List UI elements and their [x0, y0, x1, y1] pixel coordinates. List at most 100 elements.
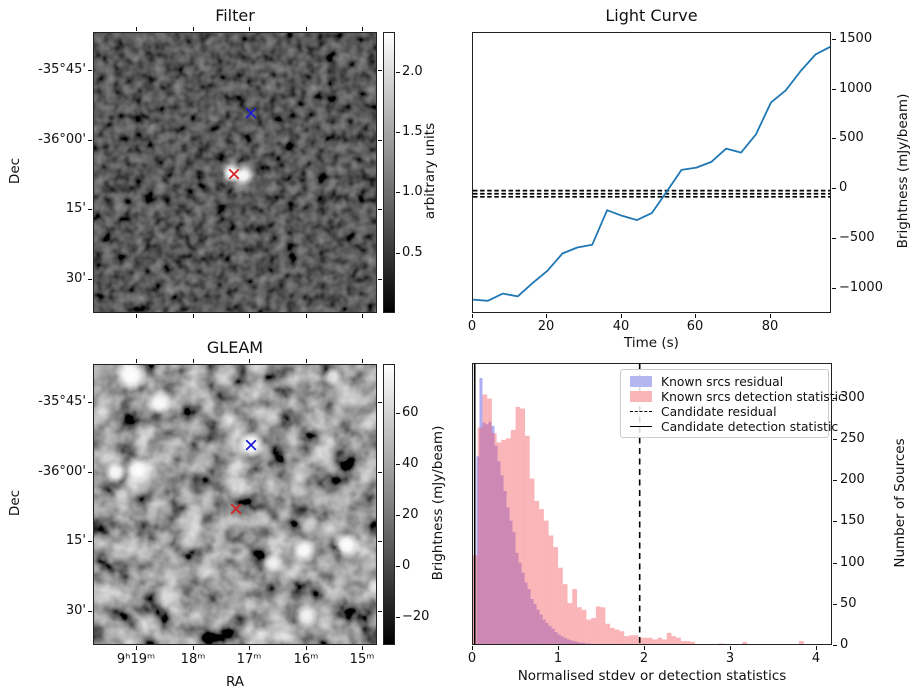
ra-tick [193, 27, 194, 31]
dec-tick [88, 472, 92, 473]
dec-tick-label: 30' [65, 271, 86, 286]
histogram-y-tick-label: 200 [840, 472, 865, 487]
light-curve-y-tick [832, 188, 836, 189]
colorbar-tick [396, 464, 400, 465]
sky-source-blob [146, 390, 172, 416]
ra-tick [249, 27, 250, 31]
ra-tick [249, 359, 250, 363]
dec-tick-label: 30' [65, 603, 86, 618]
legend-item-label: Candidate detection statistic [661, 419, 839, 434]
dec-tick-label: -35°45' [38, 394, 86, 409]
dec-tick [88, 279, 92, 280]
histogram-x-axis-label: Normalised stdev or detection statistics [517, 668, 787, 684]
sky-source-blob [289, 482, 308, 501]
dec-tick-label: 15' [65, 201, 86, 216]
gleam-colorbar [383, 364, 395, 645]
legend: Known srcs residual Known srcs detection … [620, 369, 845, 438]
histogram-y-tick-label: 100 [840, 555, 865, 570]
light-curve-x-tick [695, 314, 696, 318]
light-curve-x-tick [546, 314, 547, 318]
colorbar-tick [396, 132, 400, 133]
colorbar-tick-label: 2.0 [402, 64, 423, 79]
marker-layer [230, 439, 257, 515]
marker-layer [228, 107, 257, 180]
ra-tick [306, 646, 307, 650]
dec-tick [378, 611, 382, 612]
ra-tick [362, 314, 363, 318]
sky-source-blob [104, 460, 128, 484]
histogram-x-tick [816, 646, 817, 650]
light-curve-y-tick-label: 500 [839, 130, 864, 145]
ra-tick [362, 359, 363, 363]
colorbar-tick [396, 192, 400, 193]
gleam-image-panel [93, 364, 377, 645]
histogram-y-tick-label: 50 [840, 596, 857, 611]
dec-tick [378, 402, 382, 403]
ra-tick-label: 16ᵐ [293, 652, 319, 667]
gleam-dec-axis-label: Dec [7, 489, 23, 517]
dec-tick [378, 209, 382, 210]
colorbar-tick-label: 40 [402, 456, 419, 471]
sky-source-blob [241, 594, 261, 614]
known-source-marker [245, 107, 257, 119]
light-curve-y-tick-label: 1000 [839, 81, 873, 96]
ra-tick [136, 314, 137, 318]
colorbar-tick [396, 72, 400, 73]
colorbar-tick [396, 566, 400, 567]
filter-image-panel [93, 32, 377, 313]
histogram-y-tick [833, 480, 837, 481]
dec-tick-label: 15' [65, 533, 86, 548]
histogram-x-tick-label: 1 [553, 651, 563, 666]
light-curve-x-tick-label: 0 [467, 319, 477, 334]
histogram-y-axis-label: Number of Sources [892, 438, 908, 568]
ra-tick [249, 646, 250, 650]
histogram-x-tick [558, 646, 559, 650]
dec-tick-label: -35°45' [38, 62, 86, 77]
legend-item-label: Candidate residual [661, 404, 777, 419]
light-curve-panel [472, 32, 831, 313]
legend-item: Known srcs detection statistic [621, 389, 845, 404]
light-curve-line [473, 45, 830, 302]
ra-tick [193, 646, 194, 650]
dec-tick [88, 611, 92, 612]
colorbar-tick [396, 413, 400, 414]
filter-title: Filter [215, 6, 255, 25]
dec-tick [378, 140, 382, 141]
legend-item: Candidate residual [621, 404, 828, 419]
sky-source-blob [217, 154, 257, 194]
colorbar-tick-label: 1.0 [402, 184, 423, 199]
light-curve-y-tick [832, 288, 836, 289]
light-curve-y-tick [832, 89, 836, 90]
dec-tick [378, 70, 382, 71]
candidate-marker [230, 503, 242, 515]
colorbar-tick [396, 515, 400, 516]
histogram-y-tick [833, 521, 837, 522]
histogram-y-tick [833, 645, 837, 646]
sky-source-blob [293, 604, 319, 630]
light-curve-y-axis-label: Brightness (mJy/beam) [895, 93, 911, 249]
gleam-colorbar-label: Brightness (mJy/beam) [430, 425, 446, 581]
ra-tick [193, 314, 194, 318]
dec-tick [378, 472, 382, 473]
light-curve-title: Light Curve [605, 6, 698, 25]
light-curve-x-tick [472, 314, 473, 318]
dec-tick [88, 402, 92, 403]
light-curve-x-axis-label: Time (s) [624, 335, 679, 351]
dec-tick-label: -36°00' [38, 132, 86, 147]
ra-tick [306, 359, 307, 363]
light-curve-x-tick-label: 60 [686, 319, 704, 334]
histogram-plot-area [473, 364, 804, 644]
gleam-noise-texture [94, 365, 376, 644]
legend-swatch-dashed-line [630, 411, 652, 412]
histogram-series [476, 378, 591, 644]
sky-source-blob [123, 455, 153, 486]
ra-tick [136, 646, 137, 650]
dec-tick [88, 541, 92, 542]
colorbar-tick-label: 0 [402, 558, 411, 573]
light-curve-x-tick-label: 40 [612, 319, 630, 334]
ra-tick [306, 27, 307, 31]
histogram-x-tick [472, 646, 473, 650]
legend-item-label: Known srcs residual [661, 374, 784, 389]
dec-tick [88, 209, 92, 210]
sky-source-blob [291, 537, 317, 564]
